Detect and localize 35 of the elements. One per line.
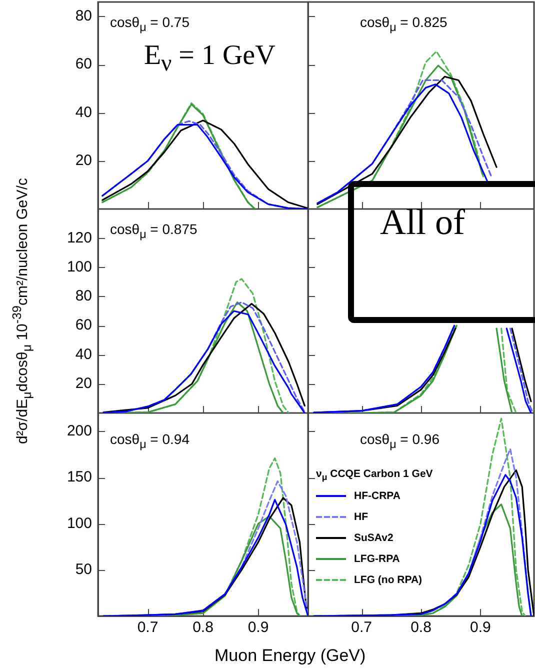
x-tick-label: 0.8	[192, 619, 214, 636]
text: cosθ$_{μ}$ = 0.96	[360, 431, 440, 451]
x-tick-label: 0.7	[351, 619, 372, 636]
y-tick-label: 80	[75, 8, 92, 25]
callout: All of	[348, 181, 535, 323]
y-tick-label: 100	[66, 514, 92, 532]
text: cosθ$_{μ}$ = 0.875	[110, 221, 198, 241]
y-tick-label: 200	[66, 422, 92, 440]
x-axis-title: Muon Energy (GeV)	[214, 646, 366, 666]
y-tick-label: 60	[75, 316, 92, 334]
y-tick-label: 80	[75, 288, 92, 305]
y-tick-label: 50	[75, 561, 92, 578]
y-tick-label: 40	[75, 346, 92, 363]
y-tick-label: 120	[66, 229, 92, 246]
annotation: E$_{ν}$ = 1 GeV	[144, 40, 276, 78]
legend-label: HF-CRPA	[354, 490, 400, 502]
y-tick-label: 40	[75, 104, 92, 121]
text: cosθ$_{μ}$ = 0.94	[110, 431, 190, 451]
x-tick-label: 0.7	[137, 619, 158, 636]
y-tick-label: 60	[75, 56, 92, 73]
legend-label: HF	[354, 511, 368, 524]
legend-label: SuSAv2	[354, 532, 394, 544]
x-tick-label: 0.9	[470, 619, 491, 636]
x-tick-label: 0.9	[248, 619, 269, 636]
y-tick-label: 100	[66, 258, 92, 276]
y-tick-label: 20	[75, 375, 92, 392]
y-tick-label: 150	[66, 468, 92, 486]
y-tick-label: 20	[75, 152, 92, 169]
legend-label: LFG-RPA	[354, 553, 400, 566]
annotation: All of	[380, 201, 465, 243]
text: cosθ$_{μ}$ = 0.825	[360, 14, 448, 34]
text: cosθ$_{μ}$ = 0.75	[110, 14, 190, 34]
x-tick-label: 0.8	[410, 619, 432, 636]
legend-label: LFG (no RPA)	[354, 574, 422, 586]
legend-title: ν$_{μ}$ CCQE Carbon 1 GeV	[316, 468, 433, 482]
